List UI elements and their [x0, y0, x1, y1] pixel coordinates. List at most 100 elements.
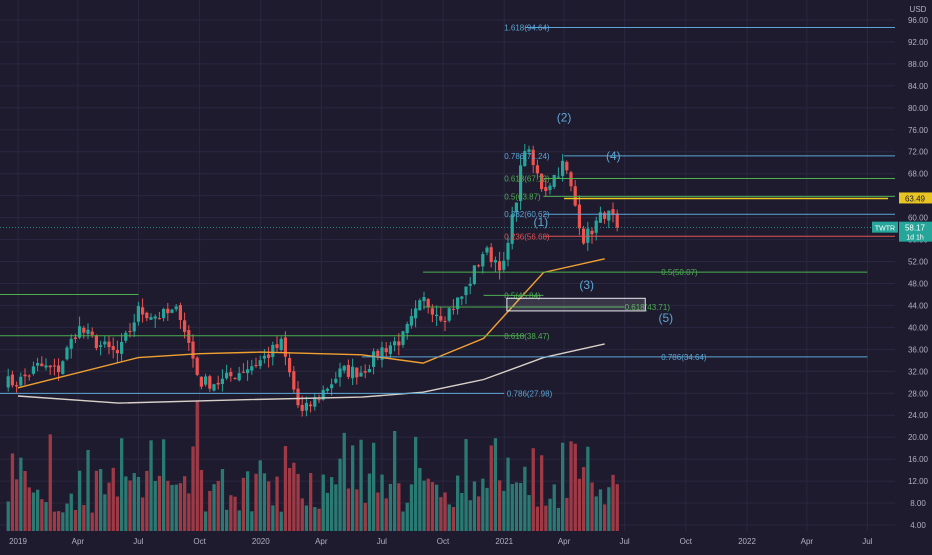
volume-bar: [401, 511, 405, 531]
volume-bar: [99, 469, 103, 531]
candle-body: [535, 165, 539, 174]
candle-body: [271, 344, 275, 357]
wave-label: (1): [533, 215, 548, 229]
candle-body: [283, 337, 287, 357]
volume-bar: [57, 511, 61, 531]
volume-bar: [346, 488, 351, 531]
candle-body: [48, 365, 52, 368]
volume-bar: [317, 508, 321, 531]
time-tick-label: Apr: [315, 537, 328, 546]
volume-bar: [330, 477, 334, 531]
volume-bar: [279, 511, 283, 531]
volume-bar: [86, 449, 90, 531]
candle-body: [594, 220, 598, 233]
fib-label: 0.786(27.98): [507, 389, 553, 398]
volume-bars: [6, 401, 619, 531]
volume-bar: [321, 474, 325, 531]
volume-bar: [477, 496, 481, 531]
volume-bar: [561, 442, 565, 531]
candle-body: [15, 385, 19, 387]
symbol-tag-bg: [872, 221, 898, 233]
volume-bar: [603, 504, 607, 531]
price-tick-label: 92.00: [908, 38, 929, 47]
volume-bar: [162, 439, 166, 531]
volume-bar: [372, 442, 376, 531]
price-tick-label: 76.00: [908, 126, 929, 135]
volume-bar: [363, 502, 367, 531]
volume-bar: [435, 484, 439, 531]
candle-body: [409, 316, 413, 326]
candle-body: [460, 296, 464, 299]
volume-bar: [183, 476, 187, 531]
volume-bar: [229, 495, 233, 531]
candle-body: [304, 402, 308, 411]
time-tick-label: Apr: [72, 537, 85, 546]
wave-label: (2): [557, 111, 572, 125]
candles: [6, 144, 619, 417]
wave-label: (4): [606, 149, 621, 163]
volume-bar: [262, 473, 267, 531]
candle-body: [569, 172, 573, 187]
candle-body: [443, 320, 447, 322]
volume-bar: [10, 453, 15, 531]
price-tick-label: 68.00: [908, 170, 929, 179]
volume-bar: [40, 499, 44, 531]
time-tick-label: Oct: [680, 537, 693, 546]
candle-body: [586, 228, 590, 243]
candle-body: [292, 371, 296, 390]
candle-body: [481, 254, 485, 267]
volume-bar: [170, 484, 174, 531]
volume-bar: [191, 446, 195, 531]
candle-body: [27, 375, 31, 377]
candle-body: [149, 317, 153, 320]
candle-body: [489, 247, 493, 263]
volume-bar: [510, 483, 514, 531]
candle-body: [31, 366, 35, 374]
volume-bar: [540, 455, 544, 531]
candle-body: [128, 330, 132, 332]
volume-bar: [61, 512, 65, 531]
volume-bar: [351, 445, 355, 531]
volume-bar: [577, 478, 582, 531]
volume-bar: [481, 478, 485, 531]
time-tick-label: 2019: [9, 537, 27, 546]
candle-body: [317, 399, 321, 401]
time-tick-label: Apr: [801, 537, 814, 546]
candle-body: [447, 308, 451, 321]
candle-body: [162, 308, 166, 319]
volume-bar: [519, 482, 523, 531]
volume-bar: [157, 475, 162, 531]
volume-bar: [48, 434, 52, 531]
volume-bar: [220, 469, 225, 531]
volume-bar: [447, 504, 451, 531]
volume-bar: [103, 494, 107, 531]
fib-label: 0.618(43.71): [625, 303, 671, 312]
candle-body: [376, 350, 380, 358]
volume-bar: [124, 476, 128, 531]
candle-body: [439, 316, 443, 321]
price-tick-label: 36.00: [908, 345, 929, 354]
volume-bar: [359, 439, 363, 531]
candle-body: [342, 365, 346, 371]
time-left-tag: 1d 1h: [906, 235, 924, 242]
candle-body: [19, 376, 23, 386]
volume-bar: [65, 503, 69, 531]
volume-bar: [388, 483, 393, 531]
volume-bar: [325, 492, 330, 531]
price-tick-label: 16.00: [908, 455, 929, 464]
volume-bar: [334, 484, 338, 531]
volume-bar: [485, 487, 489, 531]
candle-body: [229, 372, 233, 377]
candle-body: [472, 265, 476, 284]
candle-body: [498, 261, 502, 271]
volume-bar: [535, 506, 540, 531]
time-tick-label: Jul: [862, 537, 872, 546]
volume-bar: [111, 467, 115, 531]
volume-bar: [611, 474, 615, 531]
level-price-tag: 63.49: [905, 194, 926, 203]
volume-bar: [468, 500, 472, 531]
candle-body: [430, 308, 434, 315]
candle-body: [44, 365, 48, 368]
